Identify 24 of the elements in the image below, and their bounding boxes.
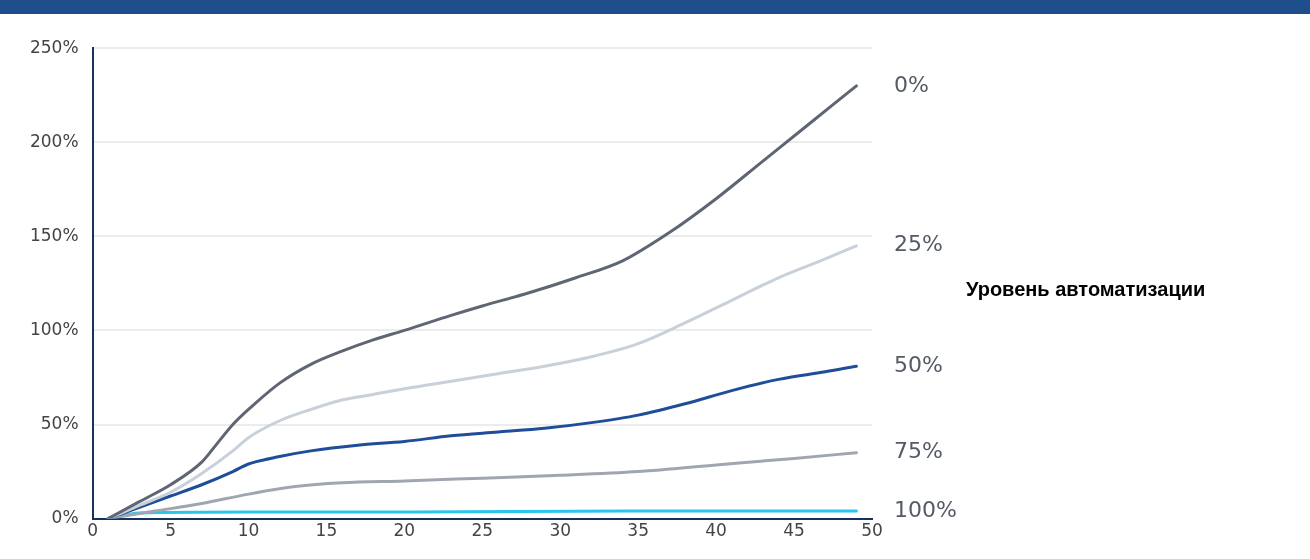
x-tick-label: 50 [861,520,883,541]
x-tick-label: 25 [471,520,494,541]
y-tick-label: 0% [51,507,79,528]
x-tick-label: 10 [237,520,260,541]
y-tick-label: 50% [40,412,79,433]
x-tick-label: 35 [627,520,649,541]
line-series [106,84,858,519]
y-tick-label: 100% [29,318,79,339]
series-label: 100% [894,496,957,522]
y-tick-label: 150% [29,224,79,245]
y-tick-label: 200% [29,130,79,151]
x-tick-label: 5 [165,520,176,541]
series-label: 50% [894,351,943,377]
x-tick-label: 45 [783,520,805,541]
x-tick-label: 40 [705,520,727,541]
series-label: 25% [894,231,943,257]
series-label: 75% [894,438,943,464]
series-label: 0% [894,71,929,97]
y-tick-label: 250% [29,36,79,57]
x-tick-label: 0 [87,520,99,541]
x-tick-label: 15 [315,520,338,541]
legend-title: Уровень автоматизации [966,278,1206,301]
x-tick-label: 30 [549,520,572,541]
x-tick-label: 20 [393,520,416,541]
